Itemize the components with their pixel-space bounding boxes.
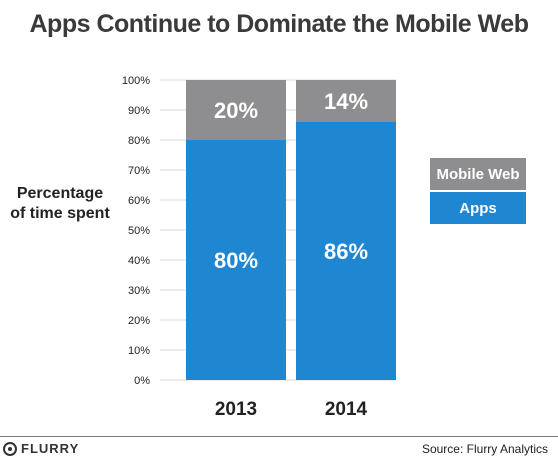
legend-label: Mobile Web bbox=[436, 166, 519, 183]
data-label: 86% bbox=[324, 239, 368, 264]
y-axis-label-line-2: of time spent bbox=[10, 205, 110, 222]
y-tick-label: 70% bbox=[128, 165, 150, 177]
legend-swatch bbox=[430, 192, 526, 224]
y-tick-label: 100% bbox=[122, 75, 150, 87]
flurry-logo-icon bbox=[3, 441, 17, 456]
y-tick-label: 10% bbox=[128, 345, 150, 357]
legend-label: Apps bbox=[459, 200, 497, 217]
data-label: 14% bbox=[324, 89, 368, 114]
data-label: 80% bbox=[214, 248, 258, 273]
y-tick-label: 90% bbox=[128, 105, 150, 117]
legend-swatch bbox=[430, 158, 526, 190]
bar-mobile-web bbox=[296, 80, 396, 122]
y-tick-label: 30% bbox=[128, 285, 150, 297]
y-tick-label: 80% bbox=[128, 135, 150, 147]
x-tick-label: 2013 bbox=[215, 399, 257, 420]
chart-title: Apps Continue to Dominate the Mobile Web bbox=[29, 10, 529, 38]
data-label: 20% bbox=[214, 98, 258, 123]
y-tick-label: 40% bbox=[128, 255, 150, 267]
y-tick-label: 60% bbox=[128, 195, 150, 207]
bar-apps bbox=[296, 122, 396, 380]
y-axis-label-line-1: Percentage bbox=[16, 185, 104, 202]
brand-name: FLURRY bbox=[21, 441, 80, 456]
footer-divider bbox=[0, 436, 558, 437]
brand: FLURRY bbox=[3, 441, 79, 456]
bar-apps bbox=[186, 140, 286, 380]
y-tick-label: 50% bbox=[128, 225, 150, 237]
y-tick-label: 0% bbox=[134, 375, 150, 387]
bar-mobile-web bbox=[186, 80, 286, 140]
x-tick-label: 2014 bbox=[325, 399, 368, 420]
source-note: Source: Flurry Analytics bbox=[421, 442, 548, 456]
y-axis-label: Percentage of time spent bbox=[8, 184, 112, 224]
y-tick-label: 20% bbox=[128, 315, 150, 327]
